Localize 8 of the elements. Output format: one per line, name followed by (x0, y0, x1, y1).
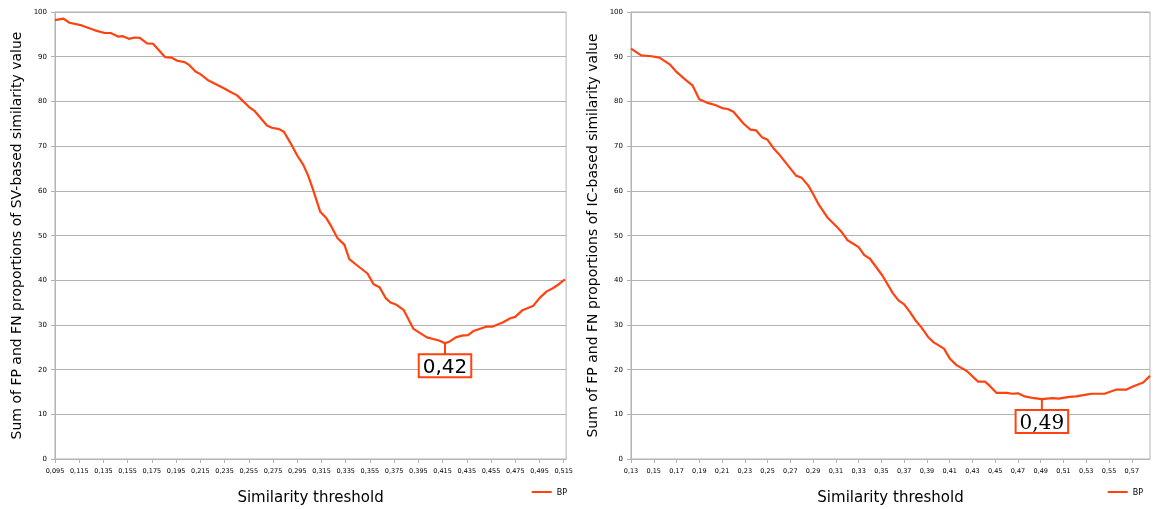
annotation: 0,49 (1019, 410, 1065, 435)
y-axis-title: Sum of FP and FN proportions of IC-based similarity value (583, 33, 600, 438)
x-axis-title: Similarity threshold (817, 487, 964, 506)
legend-label: BP (556, 487, 568, 497)
y-axis-title: Sum of FP and FN proportions of SV-based similarity value (7, 31, 24, 440)
legend-label: BP (1132, 487, 1144, 497)
annotation: 0,42 (422, 354, 468, 379)
x-axis-title: Similarity threshold (237, 487, 384, 506)
